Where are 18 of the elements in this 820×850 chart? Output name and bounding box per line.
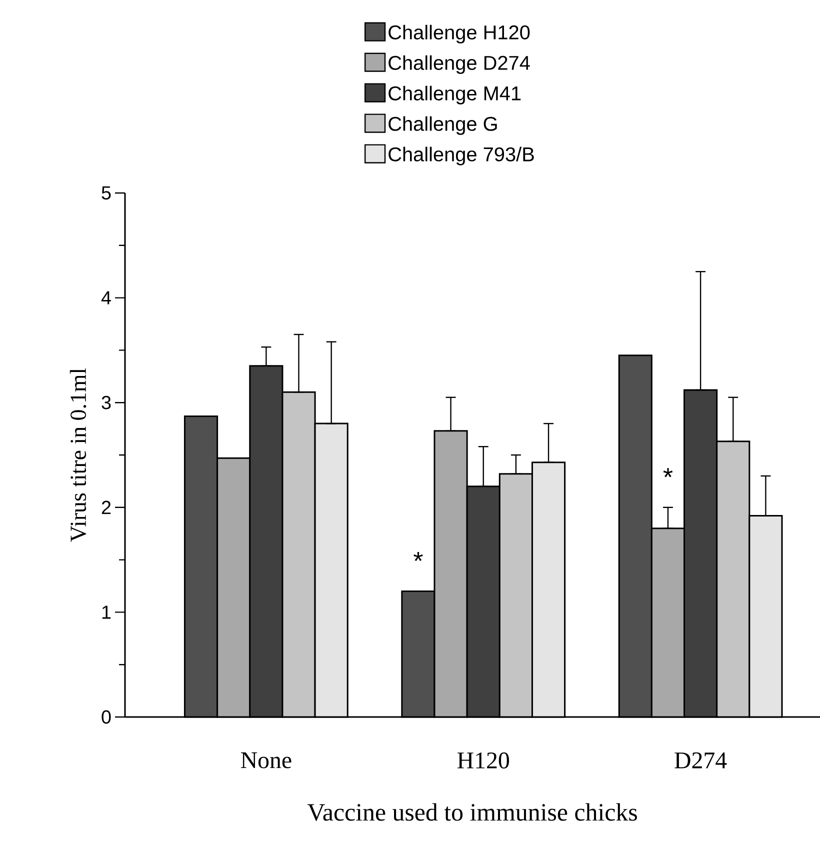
legend-label: Challenge H120 [388, 24, 530, 44]
y-tick-label: 1 [102, 606, 111, 619]
y-tick-label: 2 [102, 500, 111, 514]
x-tick-label: H120 [457, 752, 510, 769]
annotation: * [663, 468, 673, 478]
legend-label: Challenge 793/B [388, 146, 534, 166]
x-tick-label: None [240, 752, 292, 768]
y-axis-title: Virus titre in 0.1ml [70, 368, 86, 542]
y-tick-label: 5 [102, 186, 111, 200]
legend-label: Challenge D274 [388, 55, 530, 74]
annotation: * [414, 552, 423, 562]
legend-label: Challenge M41 [388, 86, 521, 104]
x-tick-label: D274 [674, 752, 727, 768]
y-tick-label: 3 [102, 396, 111, 410]
y-tick-label: 4 [101, 291, 111, 304]
legend-label: Challenge G [388, 116, 497, 135]
y-tick-label: 0 [102, 710, 111, 724]
x-axis-title: Vaccine used to immunise chicks [307, 803, 637, 821]
